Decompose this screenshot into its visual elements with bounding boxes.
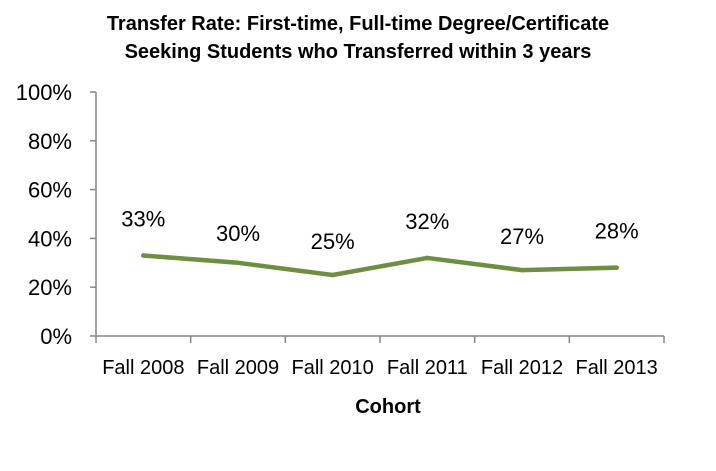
- data-labels: 33% 30% 25% 32% 27% 28%: [121, 206, 638, 254]
- y-tick-label: 60%: [28, 178, 72, 203]
- x-tick-label: Fall 2009: [197, 357, 279, 379]
- data-point: [235, 260, 241, 265]
- x-axis-title: Cohort: [355, 396, 421, 418]
- y-tick-label: 80%: [28, 129, 72, 154]
- x-axis-ticks: Fall 2008 Fall 2009 Fall 2010 Fall 2011 Fall…: [95, 336, 665, 379]
- chart-title-line-1: Transfer Rate: First-time, Full-time Deg…: [106, 13, 610, 35]
- x-tick-label: Fall 2013: [576, 357, 658, 379]
- data-label: 25%: [311, 229, 355, 254]
- y-axis-ticks: 0% 20% 40% 60% 80% 100%: [16, 80, 96, 349]
- data-point: [425, 255, 430, 261]
- x-tick-label: Fall 2008: [102, 357, 184, 379]
- series-line: [141, 253, 619, 278]
- data-label: 30%: [216, 221, 260, 246]
- x-tick-label: Fall 2011: [387, 357, 468, 379]
- chart-title: Transfer Rate: First-time, Full-time Deg…: [0, 10, 716, 66]
- chart-title-line-2: Seeking Students who Transferred within …: [124, 41, 592, 63]
- y-tick-label: 20%: [28, 275, 72, 300]
- data-point: [330, 272, 335, 278]
- data-point: [614, 265, 619, 270]
- series-group: [141, 253, 619, 278]
- data-point: [141, 253, 146, 258]
- y-tick-label: 0%: [40, 324, 72, 349]
- data-label: 32%: [405, 209, 449, 234]
- y-tick-label: 100%: [16, 80, 72, 105]
- data-label: 33%: [121, 206, 165, 231]
- x-tick-label: Fall 2010: [292, 357, 374, 379]
- data-point: [519, 267, 525, 273]
- data-label: 27%: [500, 224, 544, 249]
- y-tick-label: 40%: [28, 226, 72, 251]
- data-label: 28%: [595, 219, 639, 244]
- x-tick-label: Fall 2012: [481, 357, 563, 379]
